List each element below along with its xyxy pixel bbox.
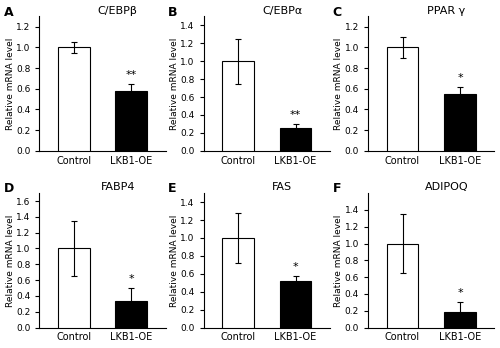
Text: E: E (168, 182, 177, 195)
Text: *: * (293, 262, 298, 272)
Bar (58, 47, 90, 151)
Bar (444, 313, 476, 327)
Text: C: C (332, 6, 342, 18)
Text: **: ** (126, 70, 137, 80)
Title: FAS: FAS (272, 182, 292, 192)
Bar (444, 94, 476, 151)
Title: PPAR γ: PPAR γ (428, 6, 466, 16)
Bar (222, 238, 254, 327)
Bar (116, 91, 147, 151)
Title: C/EBPβ: C/EBPβ (98, 6, 138, 16)
Y-axis label: Relative mRNA level: Relative mRNA level (170, 214, 179, 307)
Y-axis label: Relative mRNA level: Relative mRNA level (6, 37, 15, 130)
Text: **: ** (290, 110, 301, 120)
Text: F: F (332, 182, 341, 195)
Bar (222, 61, 254, 151)
Bar (386, 244, 418, 327)
Title: C/EBPα: C/EBPα (262, 6, 302, 16)
Text: *: * (457, 288, 463, 298)
Bar (280, 128, 312, 151)
Text: *: * (457, 73, 463, 82)
Y-axis label: Relative mRNA level: Relative mRNA level (334, 214, 344, 307)
Bar (58, 248, 90, 327)
Title: ADIPOQ: ADIPOQ (424, 182, 468, 192)
Title: FABP4: FABP4 (100, 182, 135, 192)
Text: B: B (168, 6, 178, 18)
Bar (116, 301, 147, 327)
Bar (280, 281, 312, 327)
Text: D: D (4, 182, 14, 195)
Y-axis label: Relative mRNA level: Relative mRNA level (334, 37, 344, 130)
Y-axis label: Relative mRNA level: Relative mRNA level (170, 37, 179, 130)
Y-axis label: Relative mRNA level: Relative mRNA level (6, 214, 15, 307)
Text: A: A (4, 6, 14, 18)
Text: *: * (128, 274, 134, 284)
Bar (386, 47, 418, 151)
